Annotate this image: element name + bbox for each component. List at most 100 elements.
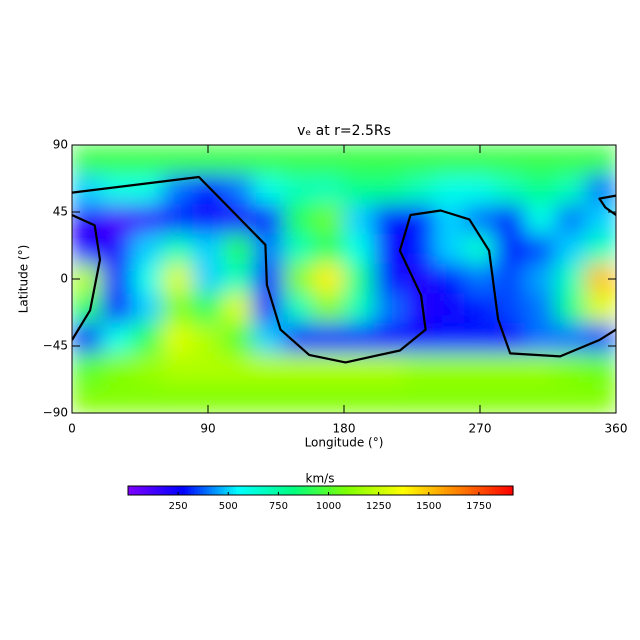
heat-cell: [555, 174, 587, 206]
colorbar-step: [422, 486, 427, 495]
colorbar-step: [290, 486, 295, 495]
colorbar-step: [500, 486, 505, 495]
colorbar-step: [491, 486, 496, 495]
colorbar-step: [419, 486, 424, 495]
colorbar-step: [407, 486, 412, 495]
colorbar-step: [209, 486, 213, 495]
heat-cell: [555, 352, 587, 384]
colorbar-step: [365, 486, 370, 495]
chart-title: vₑ at r=2.5Rs: [297, 123, 391, 139]
y-tick-label: 90: [53, 138, 68, 152]
colorbar-step: [371, 486, 376, 495]
colorbar-step: [362, 486, 367, 495]
colorbar-step: [191, 486, 195, 495]
heat-cell: [283, 174, 315, 206]
heat-cell: [101, 263, 133, 295]
colorbar-step: [323, 486, 328, 495]
colorbar-step: [452, 486, 457, 495]
colorbar-tick-label: 250: [169, 501, 188, 512]
heat-cell: [434, 174, 466, 206]
colorbar-step: [437, 486, 442, 495]
heat-cell: [373, 263, 405, 295]
colorbar-tick-label: 1750: [466, 501, 491, 512]
heat-cell: [434, 352, 466, 384]
colorbar-step: [263, 486, 267, 495]
heat-cell: [192, 174, 224, 206]
heat-cell: [131, 352, 164, 384]
colorbar-step: [410, 486, 415, 495]
colorbar-step: [479, 486, 484, 495]
heat-cell: [72, 293, 103, 325]
colorbar-step: [377, 486, 382, 495]
colorbar-step: [347, 486, 352, 495]
heat-cell: [585, 293, 616, 325]
colorbar-step: [227, 486, 231, 495]
heat-cell: [494, 204, 526, 235]
heat-cell: [101, 233, 133, 265]
heat-cell: [131, 174, 164, 206]
colorbar-step: [173, 486, 177, 495]
heat-cell: [192, 204, 224, 235]
colorbar-step: [167, 486, 171, 495]
heat-cell: [283, 233, 315, 265]
heat-cell: [494, 263, 526, 295]
y-tick-label: 0: [60, 272, 68, 286]
heat-cell: [585, 233, 616, 265]
heat-cell: [494, 293, 526, 325]
colorbar-step: [476, 486, 481, 495]
colorbar-step: [308, 486, 313, 495]
heat-cell: [283, 352, 315, 384]
colorbar-step: [467, 486, 472, 495]
colorbar-step: [155, 486, 159, 495]
colorbar-step: [269, 486, 273, 495]
colorbar-step: [254, 486, 258, 495]
heat-cell: [162, 233, 194, 265]
heat-cell: [283, 145, 315, 176]
colorbar-step: [338, 486, 343, 495]
colorbar-step: [485, 486, 490, 495]
colorbar-step: [383, 486, 388, 495]
colorbar-step: [200, 486, 204, 495]
colorbar-step: [404, 486, 409, 495]
heat-cell: [494, 145, 526, 176]
colorbar-step: [344, 486, 349, 495]
heat-cell: [373, 293, 405, 325]
colorbar-step: [143, 486, 147, 495]
heat-cell: [192, 263, 224, 295]
heat-cell: [434, 233, 466, 265]
colorbar-step: [332, 486, 337, 495]
heat-cell: [222, 263, 254, 295]
colorbar-step: [185, 486, 189, 495]
colorbar-step: [224, 486, 228, 495]
heat-cell: [343, 145, 375, 176]
colorbar-step: [305, 486, 310, 495]
heat-cell: [403, 293, 436, 325]
colorbar-step: [320, 486, 325, 495]
colorbar-frame: [127, 485, 514, 496]
colorbar-step: [236, 486, 240, 495]
colorbar-step: [302, 486, 307, 495]
colorbar-step: [215, 486, 219, 495]
heat-cell: [555, 145, 587, 176]
colorbar-step: [380, 486, 385, 495]
colorbar-step: [275, 486, 279, 495]
colorbar-step: [248, 486, 252, 495]
heat-cell: [524, 323, 557, 354]
heat-cell: [434, 382, 466, 413]
heat-cell: [403, 382, 436, 413]
heat-cell: [283, 263, 315, 295]
colorbar-step: [428, 486, 433, 495]
heat-cell: [252, 323, 285, 354]
heat-cell: [131, 263, 164, 295]
heat-cell: [162, 204, 194, 235]
heat-cell: [131, 233, 164, 265]
colorbar-step: [140, 486, 144, 495]
heat-cell: [131, 323, 164, 354]
colorbar-step: [272, 486, 276, 495]
colorbar-tick-label: 500: [219, 501, 238, 512]
colorbar-step: [257, 486, 261, 495]
heat-cell: [313, 204, 345, 235]
colorbar-step: [296, 486, 301, 495]
heat-cell: [434, 323, 466, 354]
colorbar-step: [284, 486, 289, 495]
